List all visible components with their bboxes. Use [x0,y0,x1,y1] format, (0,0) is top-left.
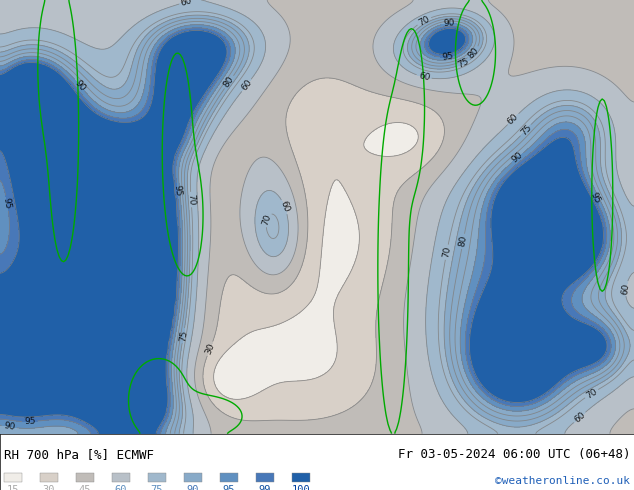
Text: 100: 100 [292,485,311,490]
Text: 95: 95 [2,197,13,210]
Text: 75: 75 [519,123,533,137]
Text: 75: 75 [178,329,189,342]
Text: 95: 95 [172,184,182,196]
Bar [292,473,310,482]
Bar [220,473,238,482]
Text: 60: 60 [240,78,254,93]
Bar [40,473,58,482]
Text: 60: 60 [180,0,193,8]
Text: 30: 30 [204,342,216,356]
Text: 70: 70 [261,213,273,226]
Text: 75: 75 [151,485,163,490]
Text: 45: 45 [79,485,91,490]
Bar [184,473,202,482]
Text: 30: 30 [42,485,55,490]
Text: 70: 70 [441,245,452,259]
Text: 70: 70 [585,387,599,400]
Text: 60: 60 [115,485,127,490]
Text: 90: 90 [443,19,455,28]
Text: 95: 95 [441,51,454,62]
Text: 60: 60 [417,71,430,83]
Bar [112,473,130,482]
Text: 90: 90 [3,421,16,432]
Text: 70: 70 [417,14,431,27]
Text: 99: 99 [259,485,271,490]
Text: ©weatheronline.co.uk: ©weatheronline.co.uk [495,476,630,486]
Text: 80: 80 [222,75,236,89]
Bar [76,473,94,482]
Bar [4,473,22,482]
Text: 90: 90 [72,78,87,93]
Text: 70: 70 [186,194,196,206]
Text: 95: 95 [24,417,36,426]
Text: 60: 60 [573,410,587,424]
Text: 60: 60 [506,112,521,126]
Text: 60: 60 [278,200,291,214]
Text: Fr 03-05-2024 06:00 UTC (06+48): Fr 03-05-2024 06:00 UTC (06+48) [398,448,630,461]
Text: 75: 75 [456,57,470,70]
Text: 80: 80 [458,235,469,248]
Text: 95: 95 [588,191,602,205]
Text: 90: 90 [510,151,525,165]
Bar [148,473,166,482]
Bar [256,473,274,482]
Text: RH 700 hPa [%] ECMWF: RH 700 hPa [%] ECMWF [4,448,154,461]
Text: 60: 60 [621,282,631,295]
Text: 90: 90 [187,485,199,490]
Text: 15: 15 [7,485,19,490]
Text: 80: 80 [466,46,481,60]
Text: 95: 95 [223,485,235,490]
